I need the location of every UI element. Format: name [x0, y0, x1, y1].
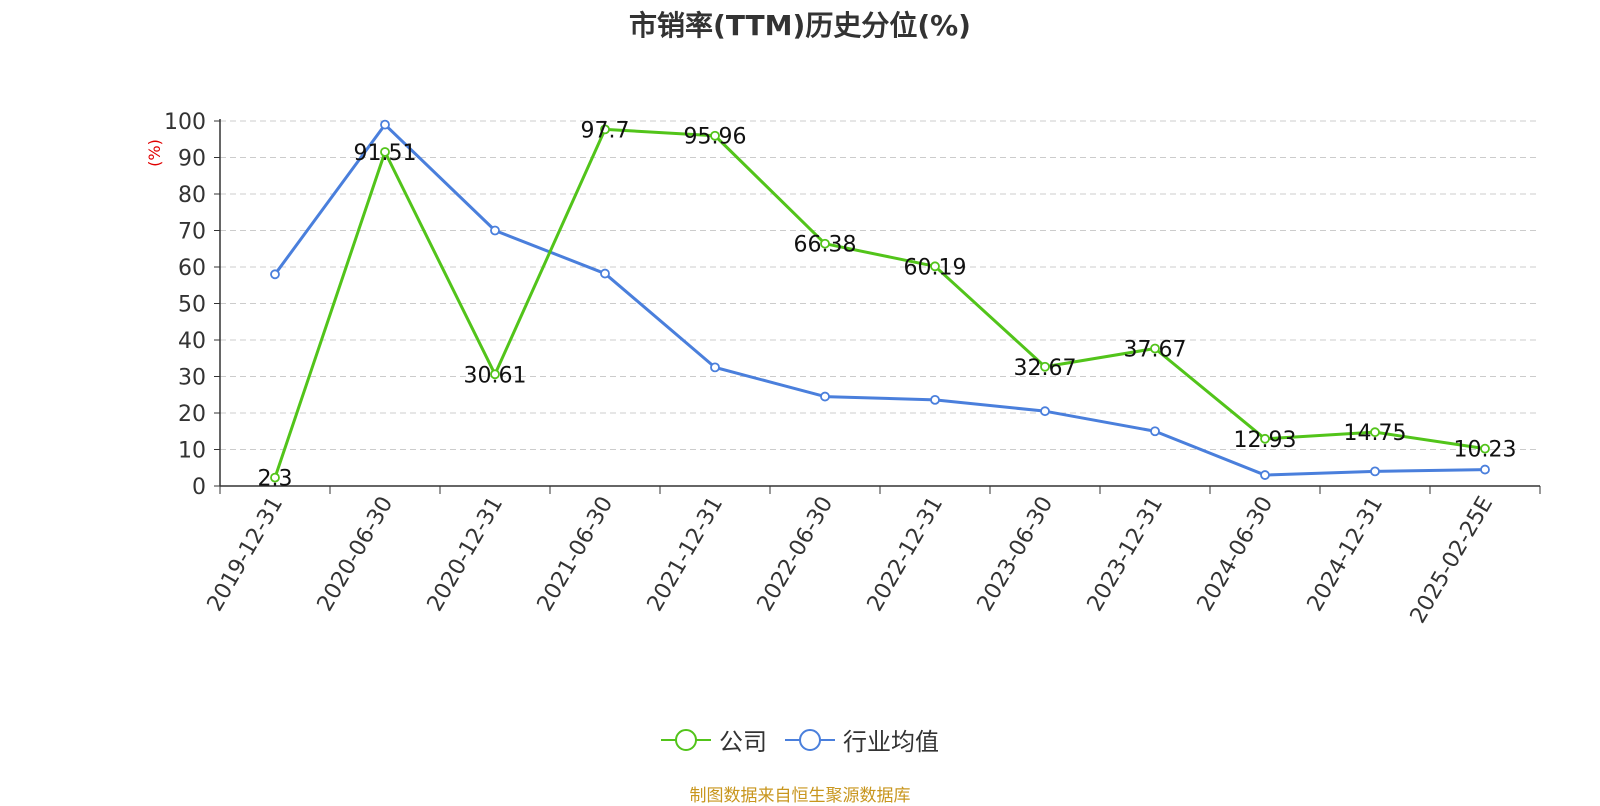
x-tick-label: 2023-12-31: [1083, 493, 1169, 616]
y-tick-label: 100: [164, 110, 206, 135]
data-point: [710, 130, 720, 141]
legend-marker-circle: [799, 728, 821, 751]
y-axis-title: (%): [145, 139, 164, 167]
data-label: 91.51: [354, 141, 417, 166]
legend-marker-circle: [675, 728, 697, 751]
y-tick-label: 50: [178, 293, 206, 318]
data-point: [820, 238, 830, 249]
data-label: 97.7: [581, 118, 630, 143]
data-point: [930, 261, 940, 272]
legend-marker-icon: [785, 728, 835, 751]
grid-layer: [220, 120, 1540, 450]
data-label: 30.61: [464, 363, 527, 388]
data-label: 2.3: [258, 467, 293, 492]
series-line: [273, 127, 1486, 479]
x-tick-label: 2023-06-30: [973, 493, 1059, 616]
data-label: 12.93: [1234, 428, 1297, 453]
data-point: [1480, 443, 1490, 454]
data-point: [1480, 464, 1490, 475]
x-tick-label: 2024-06-30: [1193, 493, 1279, 616]
data-point: [1370, 427, 1380, 438]
data-label: 60.19: [904, 255, 967, 280]
data-point: [490, 225, 500, 236]
y-tick-label: 60: [178, 256, 206, 281]
chart-title: 市销率(TTM)历史分位(%): [629, 9, 971, 42]
series-layer: [270, 119, 1490, 483]
axis-layer: 0 10 20 30 40 50 60 70 80 90 100 2019-12-31 2020-06-…: [164, 110, 1541, 628]
x-tick-label: 2020-06-30: [313, 493, 399, 616]
source-note: 制图数据来自恒生聚源数据库: [689, 786, 911, 806]
series-line: [273, 123, 1486, 477]
y-tick-label: 0: [192, 475, 206, 500]
data-label: 10.23: [1454, 438, 1517, 463]
data-point: [930, 394, 940, 405]
legend: 公司 行业均值: [0, 722, 1600, 757]
x-tick-label: 2025-02-25E: [1406, 493, 1499, 628]
y-tick-label: 30: [178, 366, 206, 391]
data-point: [710, 362, 720, 373]
legend-marker-icon: [661, 728, 711, 751]
data-point: [1040, 406, 1050, 417]
data-point: [820, 391, 830, 402]
x-tick-label: 2022-06-30: [753, 493, 839, 616]
legend-item[interactable]: 公司: [661, 722, 767, 757]
data-label: 95.96: [684, 125, 747, 150]
x-tick-label: 2021-06-30: [533, 493, 619, 616]
data-point: [600, 268, 610, 279]
legend-item[interactable]: 行业均值: [785, 722, 939, 757]
data-point: [380, 147, 390, 157]
data-point: [270, 472, 280, 483]
data-label: 14.75: [1344, 421, 1407, 446]
data-label: 32.67: [1014, 356, 1077, 381]
data-point: [600, 124, 610, 135]
data-point: [1150, 426, 1160, 437]
data-point: [1370, 466, 1380, 477]
data-point: [1150, 343, 1160, 354]
data-point: [270, 269, 280, 280]
y-tick-label: 40: [178, 329, 206, 354]
x-tick-label: 2022-12-31: [863, 493, 949, 616]
x-tick-label: 2019-12-31: [203, 493, 289, 616]
data-point: [1260, 470, 1270, 480]
data-point: [380, 119, 390, 130]
data-label: 66.38: [794, 233, 857, 258]
y-tick-label: 90: [178, 147, 206, 172]
x-tick-label: 2021-12-31: [643, 493, 729, 616]
data-point: [1260, 433, 1270, 444]
y-tick-label: 80: [178, 183, 206, 208]
data-point: [1040, 361, 1050, 372]
legend-label: 行业均值: [843, 728, 939, 756]
label-layer: 2.3 91.51 30.61 97.7 95.96 66.38 60.19 32.67 37.…: [258, 118, 1517, 491]
x-tick-label: 2024-12-31: [1303, 493, 1389, 616]
data-point: [490, 369, 500, 380]
y-tick-label: 70: [178, 220, 206, 245]
data-label: 37.67: [1124, 338, 1187, 363]
y-tick-label: 10: [178, 439, 206, 464]
y-tick-label: 20: [178, 402, 206, 427]
legend-label: 公司: [719, 728, 767, 756]
x-tick-label: 2020-12-31: [423, 493, 509, 616]
